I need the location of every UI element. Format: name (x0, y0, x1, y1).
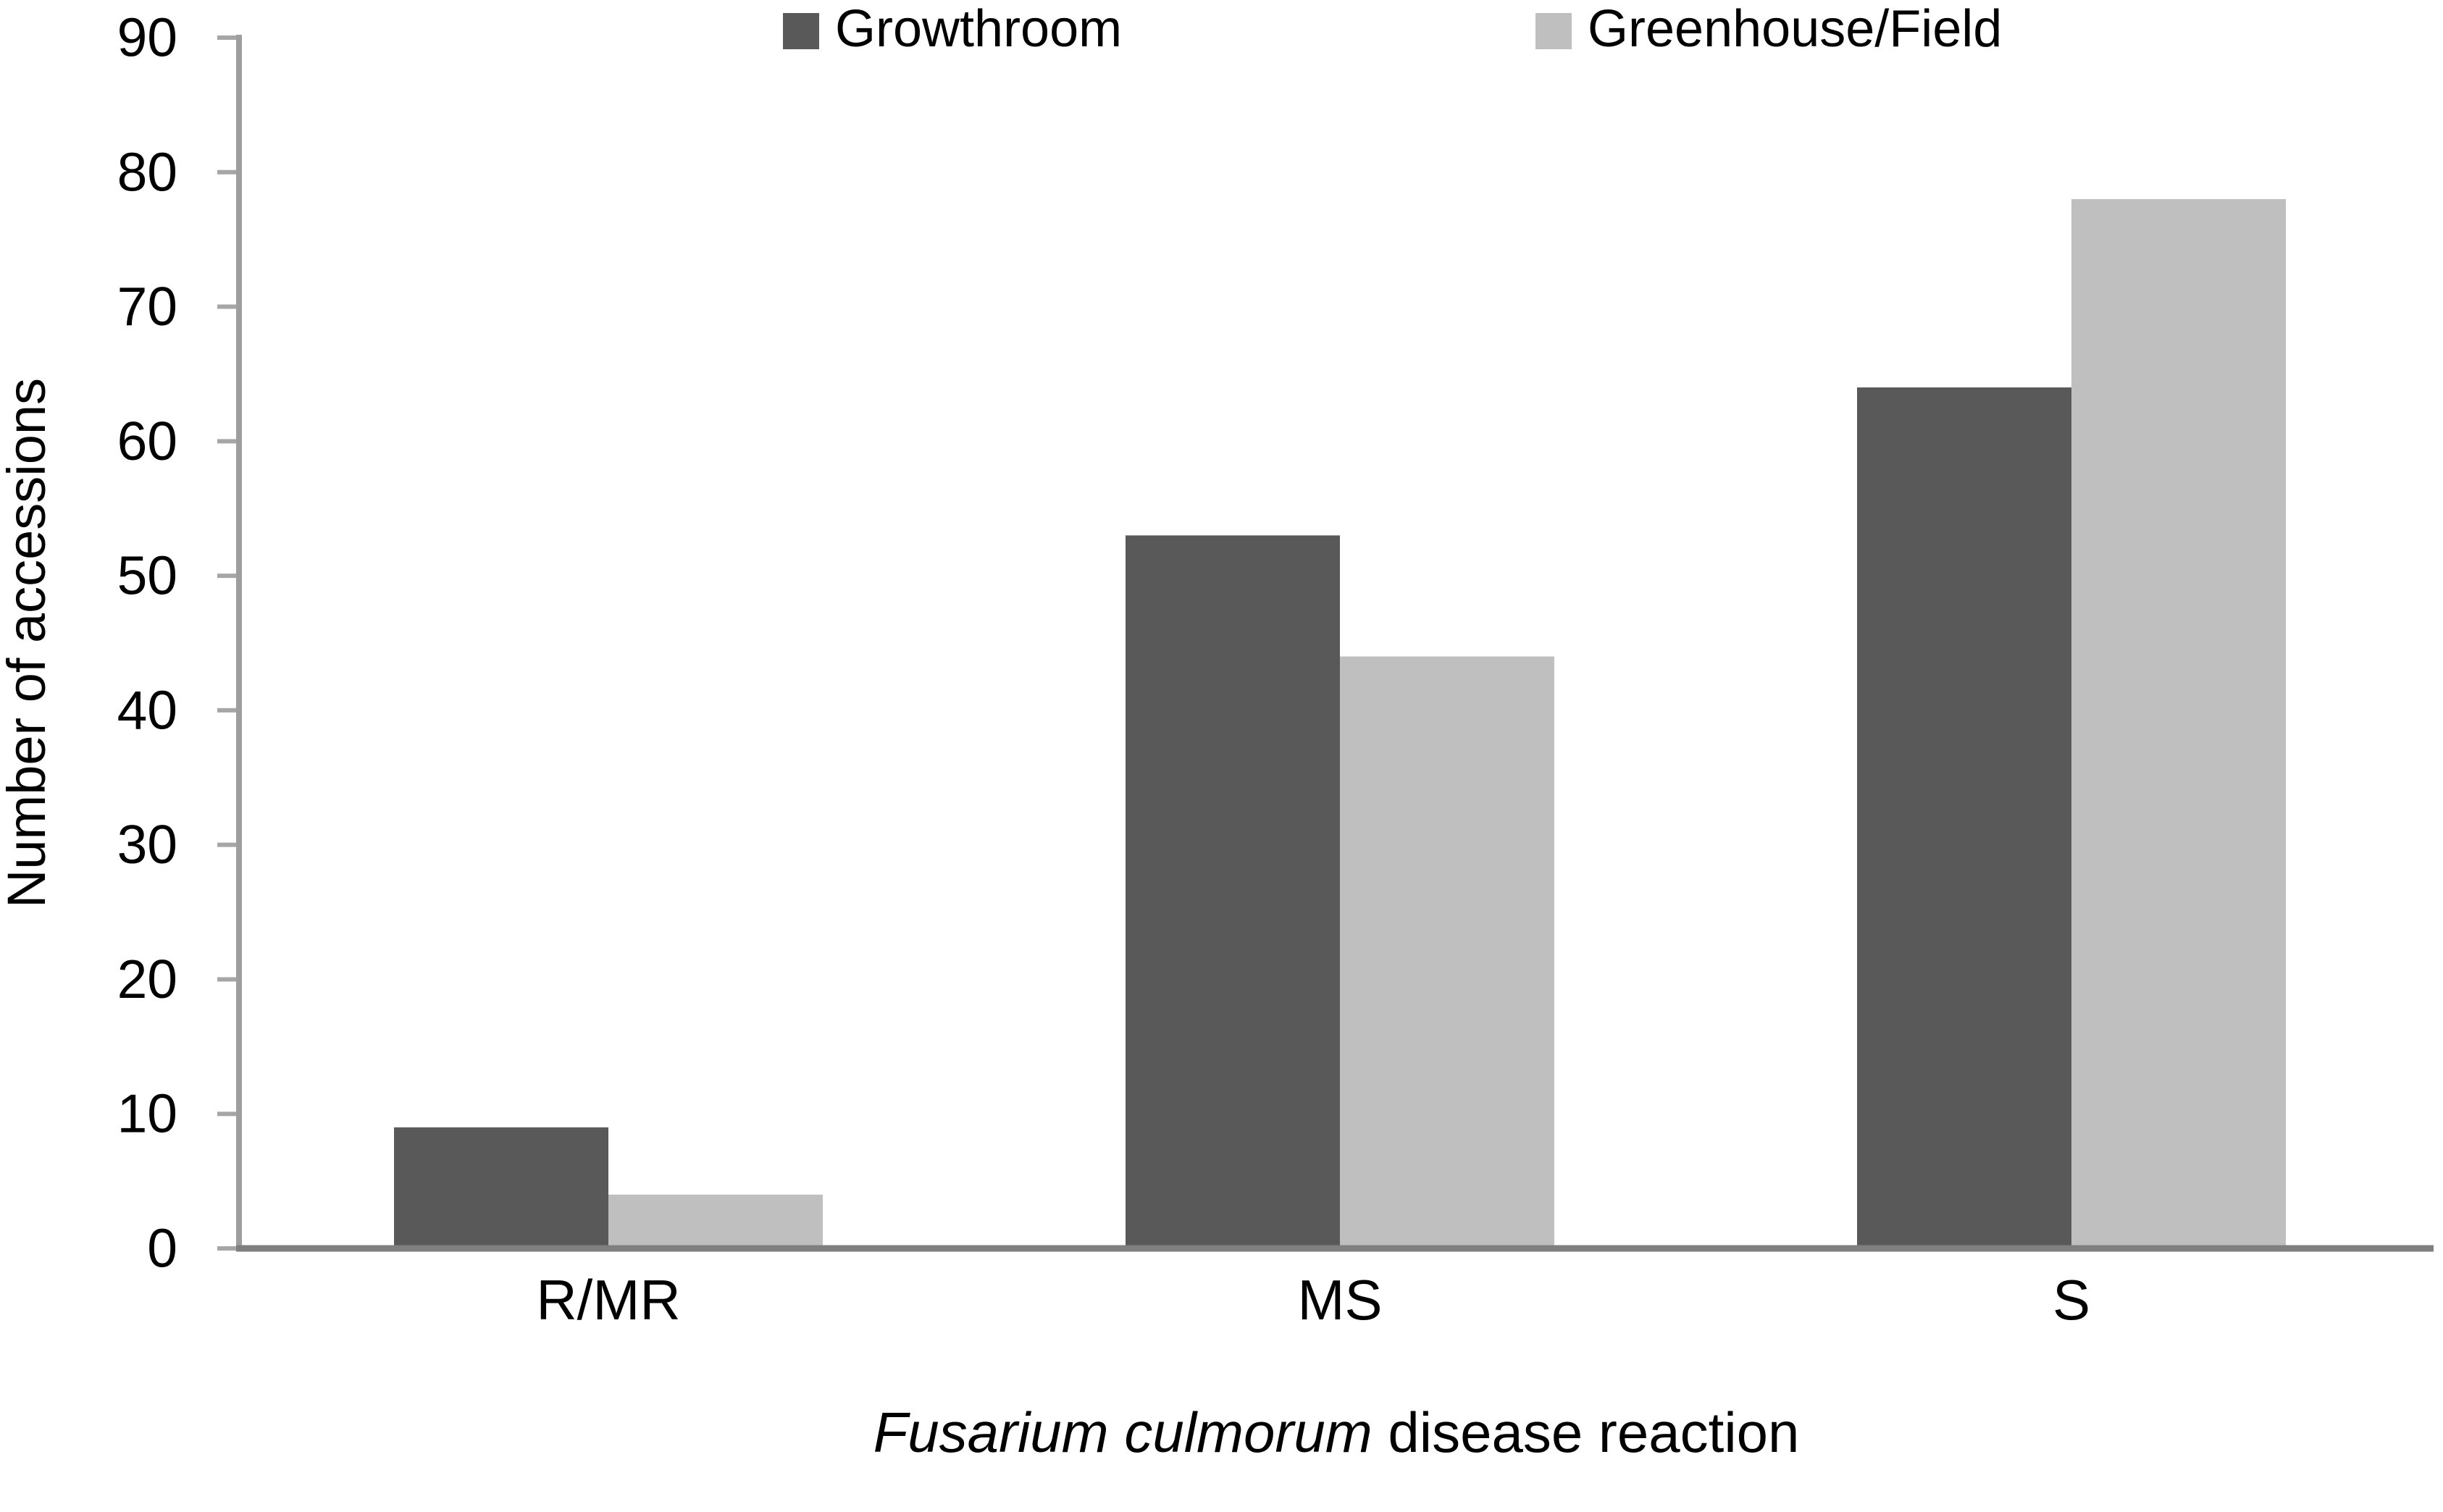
x-tick-label: S (2053, 1268, 2090, 1332)
bar-greenhouse-field-ms (1340, 656, 1554, 1248)
legend-label: Growthroom (835, 0, 1122, 58)
y-tick-label: 70 (117, 276, 177, 337)
x-tick-label: R/MR (536, 1268, 680, 1332)
y-axis-title: Number of accessions (0, 378, 56, 908)
bar-growthroom-r-mr (394, 1127, 608, 1248)
y-tick-label: 40 (117, 679, 177, 740)
y-tick-label: 0 (147, 1218, 177, 1279)
y-tick-label: 80 (117, 141, 177, 202)
y-tick-label: 30 (117, 814, 177, 875)
x-axis-title-rest: disease reaction (1373, 1400, 1800, 1464)
legend-label: Greenhouse/Field (1588, 0, 2002, 58)
legend-swatch-greenhouse-field (1535, 13, 1572, 49)
bar-greenhouse-field-s (2071, 198, 2286, 1248)
x-tick-label: MS (1298, 1268, 1383, 1332)
y-tick-label: 20 (117, 949, 177, 1009)
x-axis-title-species: Fusarium culmorum (873, 1400, 1373, 1464)
legend-swatch-growthroom (783, 13, 819, 49)
y-tick-label: 90 (117, 7, 177, 68)
y-tick-label: 10 (117, 1083, 177, 1144)
x-axis-title: Fusarium culmorum disease reaction (873, 1400, 1800, 1464)
y-tick-label: 60 (117, 411, 177, 471)
bar-growthroom-s (1857, 387, 2071, 1248)
bar-growthroom-ms (1126, 535, 1340, 1248)
bar-greenhouse-field-r-mr (608, 1194, 823, 1248)
y-tick-label: 50 (117, 545, 177, 606)
